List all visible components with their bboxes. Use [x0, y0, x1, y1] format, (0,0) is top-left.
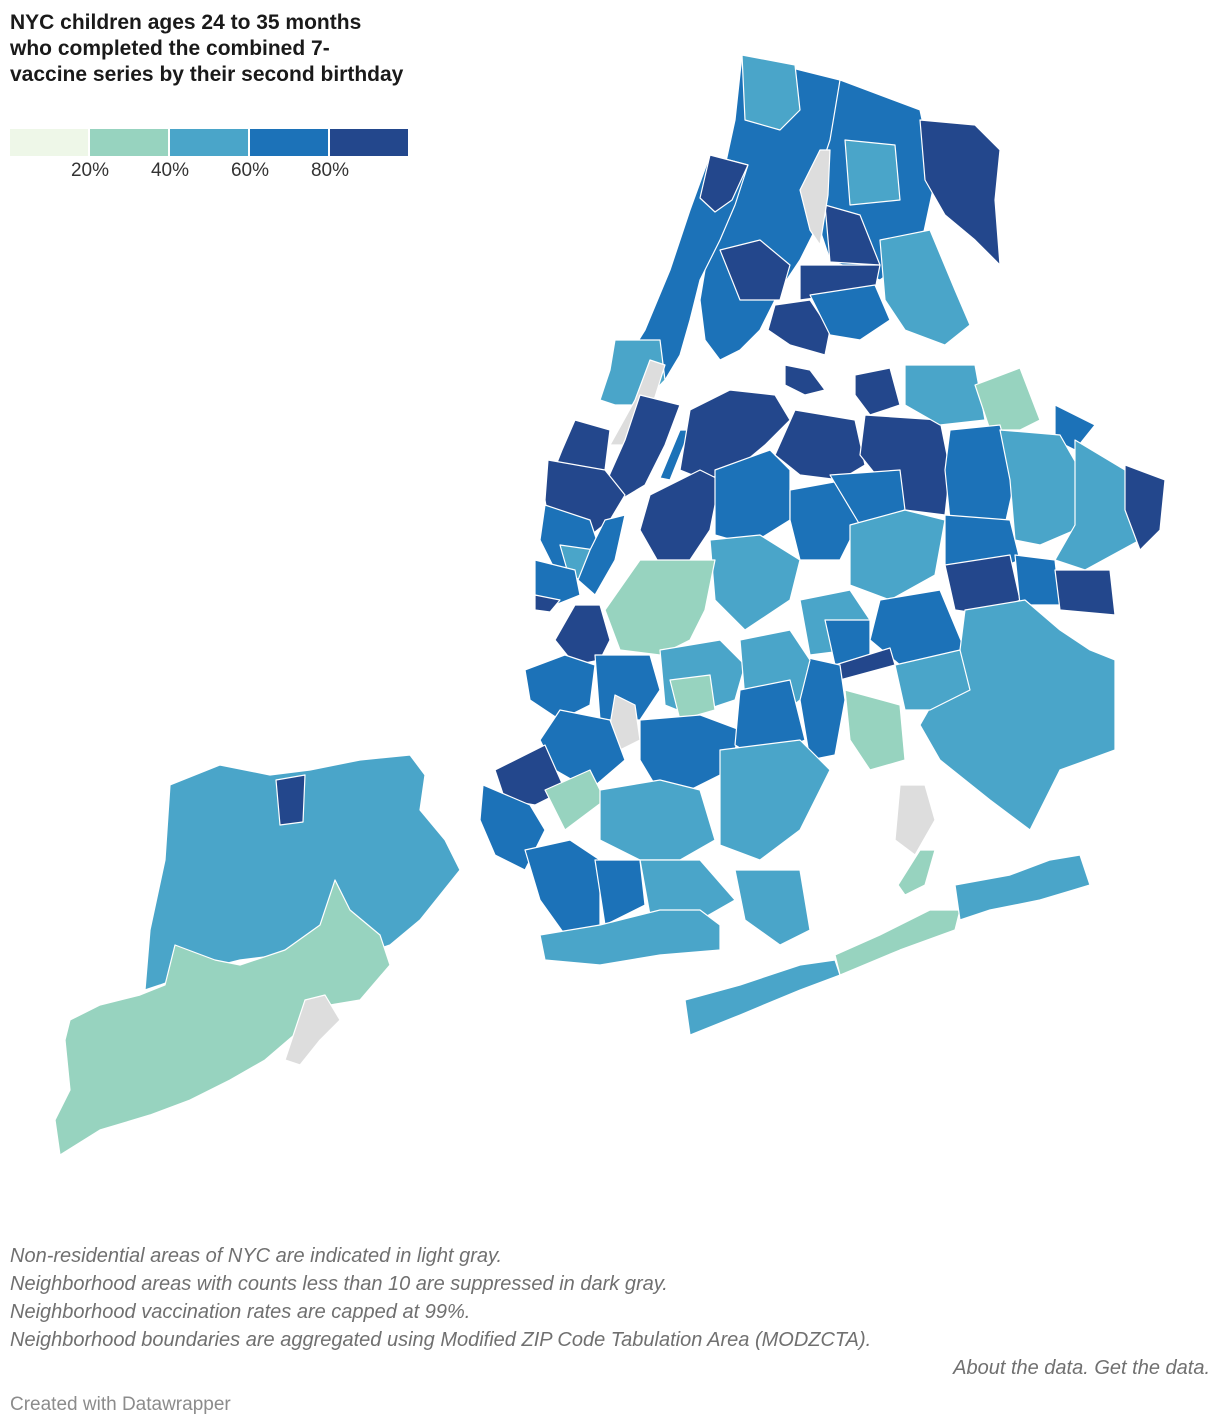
region-bronx-south[interactable]: [809, 284, 891, 341]
region-bronx-mid[interactable]: [844, 139, 901, 206]
region-brooklyn-crown-heights[interactable]: [639, 714, 741, 791]
region-brooklyn-greenpoint[interactable]: [604, 559, 716, 656]
region-brooklyn-coney-island[interactable]: [539, 909, 721, 966]
region-manhattan-east[interactable]: [577, 514, 626, 596]
region-si-port-richmond[interactable]: [275, 774, 306, 826]
color-legend: 20% 40% 60% 80%: [10, 129, 408, 186]
region-manhattan-ues[interactable]: [604, 394, 681, 501]
region-queens-hollis[interactable]: [1014, 554, 1061, 606]
region-manhattan-inwood[interactable]: [699, 154, 749, 213]
legend-tick-label: 60%: [230, 160, 270, 181]
legend-tick-label: 40%: [150, 160, 190, 181]
region-bronx-north[interactable]: [741, 54, 801, 131]
region-bronx-east[interactable]: [919, 119, 1001, 266]
region-manhattan-tip[interactable]: [534, 594, 561, 613]
region-rockaway-west[interactable]: [684, 959, 841, 1036]
region-queens-fresh-meadows[interactable]: [999, 429, 1081, 546]
region-queens-flushing-w[interactable]: [859, 414, 951, 516]
legend-color-bar: [10, 129, 408, 156]
region-brooklyn-bensonhurst[interactable]: [524, 839, 601, 936]
region-queens-queens-village[interactable]: [1054, 569, 1116, 616]
region-brooklyn-heights[interactable]: [524, 654, 596, 721]
chart-title: NYC children ages 24 to 35 months who co…: [10, 11, 404, 86]
region-queens-forest-hills[interactable]: [849, 509, 946, 601]
legend-swatch-3: [250, 129, 328, 156]
legend-tick-label: 20%: [70, 160, 110, 181]
region-rikers[interactable]: [784, 364, 826, 396]
region-si-fresh-kills[interactable]: [284, 994, 341, 1066]
region-brooklyn-gravesend[interactable]: [594, 859, 646, 926]
region-brooklyn-marine-park[interactable]: [734, 869, 811, 946]
region-queens-floral-park[interactable]: [1124, 464, 1166, 551]
region-bronx-dark-1[interactable]: [719, 239, 791, 301]
footnote-line: Non-residential areas of NYC are indicat…: [10, 1245, 503, 1267]
legend-swatch-2: [170, 129, 248, 156]
region-bronx-throgs[interactable]: [879, 229, 971, 346]
region-broad-channel[interactable]: [897, 849, 936, 896]
about-data-link[interactable]: About the data.: [953, 1357, 1089, 1379]
region-queens-maspeth[interactable]: [709, 534, 801, 631]
region-brooklyn-cemetery[interactable]: [669, 674, 716, 721]
data-links: About the data. Get the data.: [10, 1354, 1210, 1382]
region-rockaway-east[interactable]: [954, 854, 1091, 921]
region-queens-astoria[interactable]: [679, 389, 791, 481]
footnotes: Non-residential areas of NYC are indicat…: [10, 1242, 1210, 1382]
legend-swatch-1: [90, 129, 168, 156]
region-bronx-park[interactable]: [799, 149, 831, 246]
legend-swatch-4: [330, 129, 408, 156]
region-rockaway-mid[interactable]: [834, 909, 961, 976]
region-si-north[interactable]: [144, 754, 461, 991]
region-brooklyn-canarsie[interactable]: [719, 739, 831, 861]
region-brooklyn-midwood[interactable]: [639, 859, 736, 921]
nyc-choropleth-map[interactable]: [0, 0, 1220, 1230]
footnote-line: Neighborhood boundaries are aggregated u…: [10, 1329, 872, 1351]
region-queens-jfk[interactable]: [894, 784, 936, 856]
region-bronx-dark-4[interactable]: [824, 204, 881, 266]
region-queens-bayside[interactable]: [974, 367, 1041, 431]
region-brooklyn-prospect-park[interactable]: [609, 694, 641, 751]
region-queens-springfield[interactable]: [894, 649, 971, 711]
region-brooklyn-bedstuy[interactable]: [594, 654, 661, 721]
datawrapper-credit: Created with Datawrapper: [10, 1394, 231, 1415]
region-brooklyn-flatbush[interactable]: [599, 779, 716, 861]
region-queens-bayside-n[interactable]: [904, 364, 986, 426]
region-bronx-dark-3[interactable]: [767, 299, 831, 356]
region-manhattan-lower-3[interactable]: [534, 559, 581, 606]
legend-tick-labels: 20% 40% 60% 80%: [10, 160, 408, 186]
legend-tick-label: 80%: [310, 160, 350, 181]
region-queens-lic[interactable]: [639, 469, 721, 566]
region-si-south-1[interactable]: [54, 879, 391, 1156]
region-queens-whitestone[interactable]: [854, 367, 901, 416]
footnote-line: Neighborhood areas with counts less than…: [10, 1273, 668, 1295]
footnote-line: Neighborhood vaccination rates are cappe…: [10, 1301, 471, 1323]
region-queens-howard-beach[interactable]: [844, 689, 906, 771]
get-data-link[interactable]: Get the data.: [1094, 1357, 1210, 1379]
legend-swatch-0: [10, 129, 88, 156]
